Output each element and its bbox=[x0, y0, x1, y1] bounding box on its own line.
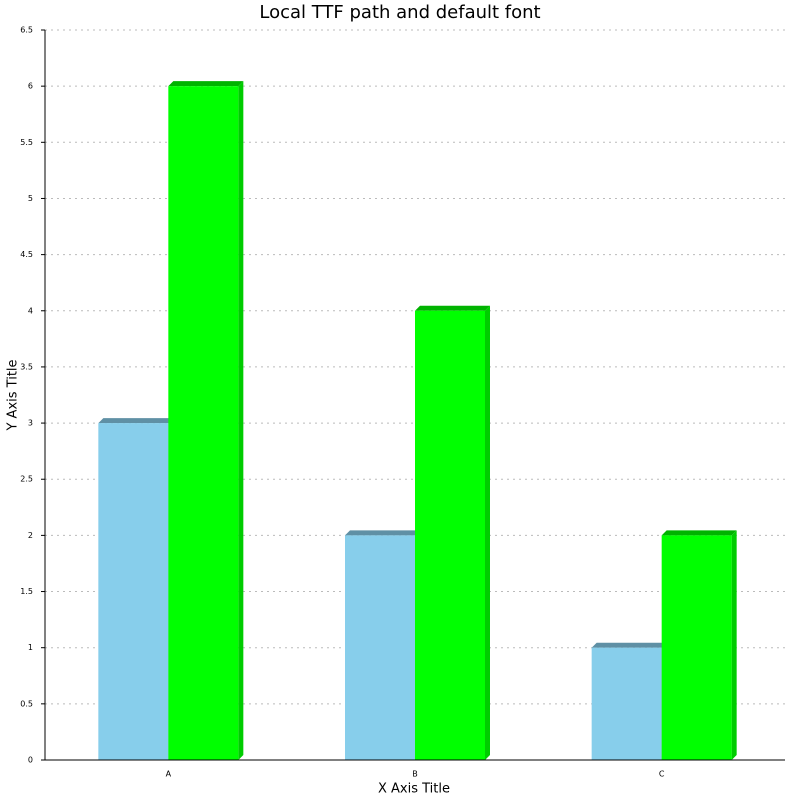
bar-top bbox=[168, 81, 244, 87]
y-tick-label: 3 bbox=[28, 419, 33, 428]
bar-side bbox=[731, 530, 737, 760]
y-tick-label: 2.5 bbox=[20, 475, 33, 484]
bar bbox=[661, 535, 732, 760]
y-tick-label: 0 bbox=[28, 756, 33, 765]
y-tick-label: 5.5 bbox=[20, 138, 33, 147]
bar-side bbox=[485, 305, 490, 760]
y-tick-label: 4 bbox=[28, 306, 33, 315]
bar-top bbox=[345, 530, 420, 536]
bar-top bbox=[591, 642, 667, 648]
y-tick-label: 0.5 bbox=[20, 699, 33, 708]
bar bbox=[168, 86, 239, 760]
y-tick-label: 4.5 bbox=[20, 250, 33, 259]
y-axis-title: Y Axis Title bbox=[6, 359, 21, 431]
bar-side bbox=[238, 81, 244, 760]
bar-top bbox=[415, 305, 490, 311]
y-tick-label: 2 bbox=[28, 531, 33, 540]
y-tick-label: 6 bbox=[28, 82, 33, 91]
bar bbox=[591, 647, 662, 760]
bar-top bbox=[98, 418, 174, 424]
x-tick-label: A bbox=[166, 770, 172, 779]
y-tick-label: 1.5 bbox=[20, 587, 33, 596]
bar-top bbox=[661, 530, 737, 536]
y-tick-label: 6.5 bbox=[20, 26, 33, 35]
y-tick-label: 3.5 bbox=[20, 362, 33, 371]
chart-title: Local TTF path and default font bbox=[259, 2, 540, 23]
bar bbox=[98, 423, 169, 760]
bar bbox=[345, 535, 415, 760]
y-tick-label: 1 bbox=[28, 643, 33, 652]
x-tick-label: C bbox=[659, 770, 665, 779]
x-axis-title: X Axis Title bbox=[378, 782, 450, 797]
x-tick-label: B bbox=[412, 770, 418, 779]
bar bbox=[415, 310, 485, 760]
y-tick-label: 5 bbox=[28, 194, 33, 203]
